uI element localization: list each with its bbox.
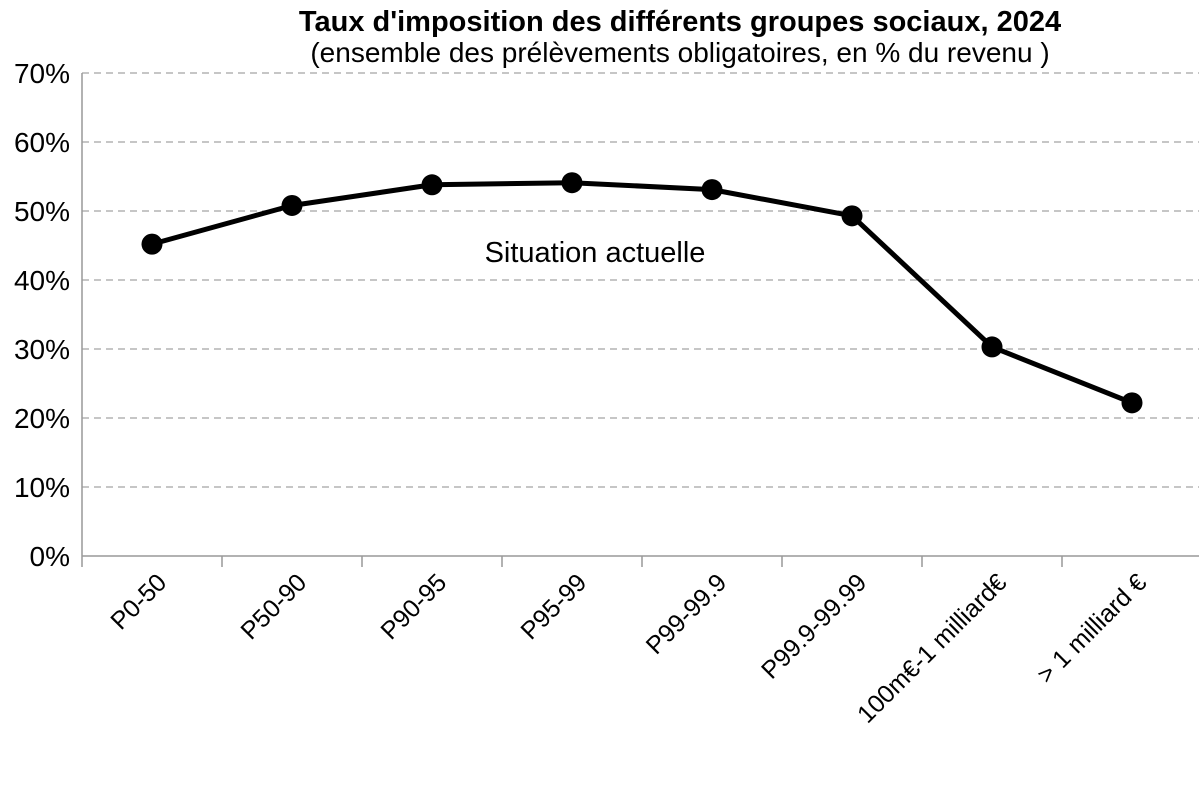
x-ticks [81,556,1063,567]
chart-subtitle: (ensemble des prélèvements obligatoires,… [310,37,1049,68]
y-tick-label: 50% [14,196,70,227]
y-tick-label: 70% [14,58,70,89]
data-point [1121,392,1143,414]
x-tick-label: P50-90 [235,568,312,645]
y-tick-label: 60% [14,127,70,158]
x-tick-label: > 1 milliard € [1032,568,1153,689]
gridlines [82,72,1199,488]
y-tick-label: 0% [30,541,70,572]
series-path [149,180,1135,406]
data-point [841,205,863,227]
data-point [421,174,443,196]
series-line-group [141,172,1143,414]
data-point [561,172,583,194]
y-tick-label: 40% [14,265,70,296]
y-tick-label: 30% [14,334,70,365]
x-tick-label: P99.9-99.99 [756,568,872,684]
series-annotation: Situation actuelle [485,237,706,269]
x-axis-labels: P0-50 P50-90 P90-95 P95-99 P99-99.9 P99.9-99.… [105,568,1152,728]
data-point [701,179,723,201]
data-point [281,194,303,216]
y-axis-labels: 0% 10% 20% 30% 40% 50% 60% 70% [14,58,70,572]
x-tick-label: P95-99 [515,568,592,645]
y-tick-label: 20% [14,403,70,434]
y-tick-label: 10% [14,472,70,503]
axes [81,73,1199,557]
x-tick-label: P90-95 [375,568,452,645]
data-point [141,233,163,255]
x-tick-label: 100m€-1 milliard€ [852,568,1012,728]
chart-title: Taux d'imposition des différents groupes… [299,6,1061,38]
x-tick-label: P99-99.9 [641,568,733,660]
x-tick-label: P0-50 [105,568,172,635]
data-point [981,336,1003,358]
